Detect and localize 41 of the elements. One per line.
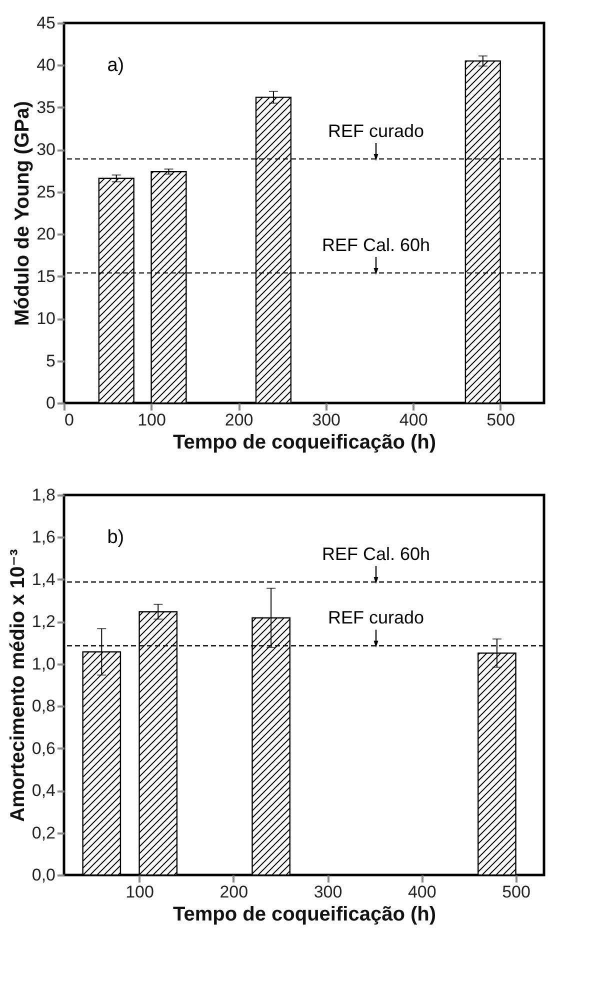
- y-tick-label: 40: [36, 56, 56, 75]
- y-tick-label: 35: [36, 98, 56, 117]
- x-tick-label: 200: [224, 410, 254, 430]
- x-tick-label: 400: [399, 410, 428, 430]
- x-tick-label: 0: [64, 410, 74, 430]
- ref-line-label: REF Cal. 60h: [322, 544, 430, 564]
- y-tick-label: 0,4: [32, 781, 56, 800]
- x-tick-label: 500: [502, 882, 530, 902]
- x-tick-label: 300: [314, 882, 342, 902]
- ref-line-label: REF curado: [328, 608, 424, 628]
- y-axis-title: Amortecimento médio x 10⁻³: [6, 548, 29, 822]
- y-tick-label: 45: [36, 14, 56, 32]
- ref-line-label: REF Cal. 60h: [322, 234, 430, 255]
- ref-line-label: REF curado: [328, 120, 424, 141]
- x-tick-label: 200: [220, 882, 248, 902]
- y-tick-label: 10: [36, 309, 56, 328]
- x-tick-label: 100: [138, 410, 166, 430]
- x-tick-label: 300: [312, 410, 341, 430]
- y-tick-label: 0,6: [32, 738, 56, 758]
- y-tick-label: 1,2: [32, 612, 56, 632]
- y-tick-label: 5: [46, 351, 56, 370]
- y-axis-title: Módulo de Young (GPa): [12, 101, 34, 326]
- x-axis-title: Tempo de coqueificação (h): [173, 432, 436, 454]
- y-tick-label: 1,4: [32, 570, 56, 589]
- y-tick-label: 0: [46, 394, 56, 412]
- y-tick-label: 1,0: [32, 654, 56, 674]
- y-tick-label: 1,6: [32, 528, 56, 547]
- y-tick-label: 1,8: [32, 486, 56, 504]
- y-tick-label: 20: [36, 224, 56, 244]
- y-tick-label: 25: [36, 182, 56, 202]
- x-tick-label: 500: [486, 410, 516, 430]
- y-tick-label: 0,2: [32, 823, 56, 842]
- annotation: a): [107, 54, 124, 76]
- x-tick-label: 100: [126, 882, 154, 902]
- y-tick-label: 0,8: [32, 696, 56, 716]
- y-tick-label: 30: [36, 140, 56, 160]
- x-axis-title: Tempo de coqueificação (h): [173, 904, 436, 926]
- annotation: b): [107, 526, 124, 548]
- x-tick-label: 400: [408, 882, 436, 902]
- y-tick-label: 15: [36, 266, 56, 286]
- y-tick-label: 0,0: [32, 866, 56, 884]
